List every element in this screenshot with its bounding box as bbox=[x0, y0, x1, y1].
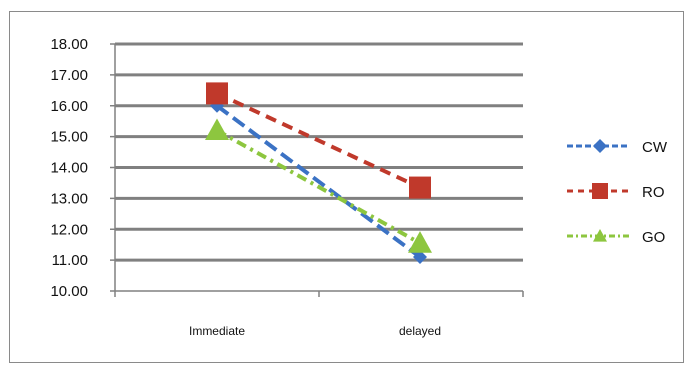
series-line-ro bbox=[216, 91, 421, 190]
axes bbox=[110, 43, 524, 297]
y-tick-label: 17.00 bbox=[50, 67, 88, 84]
y-tick-label: 10.00 bbox=[50, 283, 88, 300]
legend-label-cw: CW bbox=[642, 139, 668, 156]
series-line-cw bbox=[215, 104, 422, 259]
data-point-cw bbox=[413, 250, 427, 265]
y-tick-label: 15.00 bbox=[50, 129, 88, 146]
y-tick-labels: 10.00 11.00 12.00 13.00 14.00 15.00 16.00 17.00… bbox=[50, 36, 88, 300]
grid-lines bbox=[115, 42, 523, 262]
legend: CW RO GO bbox=[567, 139, 668, 246]
y-tick-label: 18.00 bbox=[50, 36, 88, 53]
legend-label-ro: RO bbox=[642, 184, 665, 201]
legend-marker-go bbox=[593, 229, 607, 242]
x-tick-label: delayed bbox=[399, 324, 441, 338]
y-tick-label: 16.00 bbox=[50, 98, 88, 115]
y-tick-label: 12.00 bbox=[50, 221, 88, 238]
data-point-go bbox=[205, 118, 229, 141]
legend-marker-cw bbox=[593, 139, 607, 153]
series-group bbox=[205, 82, 432, 265]
y-tick-label: 11.00 bbox=[52, 252, 88, 269]
data-point-go bbox=[408, 231, 432, 253]
x-tick-label: Immediate bbox=[189, 324, 245, 338]
data-point-ro bbox=[409, 176, 431, 199]
data-point-ro bbox=[206, 82, 228, 105]
y-tick-label: 13.00 bbox=[50, 190, 88, 207]
x-tick-labels: Immediate delayed bbox=[189, 324, 441, 338]
series-line-go bbox=[216, 128, 421, 245]
legend-label-go: GO bbox=[642, 229, 665, 246]
chart-frame bbox=[9, 11, 684, 363]
y-tick-label: 14.00 bbox=[50, 160, 88, 177]
legend-marker-ro bbox=[592, 183, 608, 199]
